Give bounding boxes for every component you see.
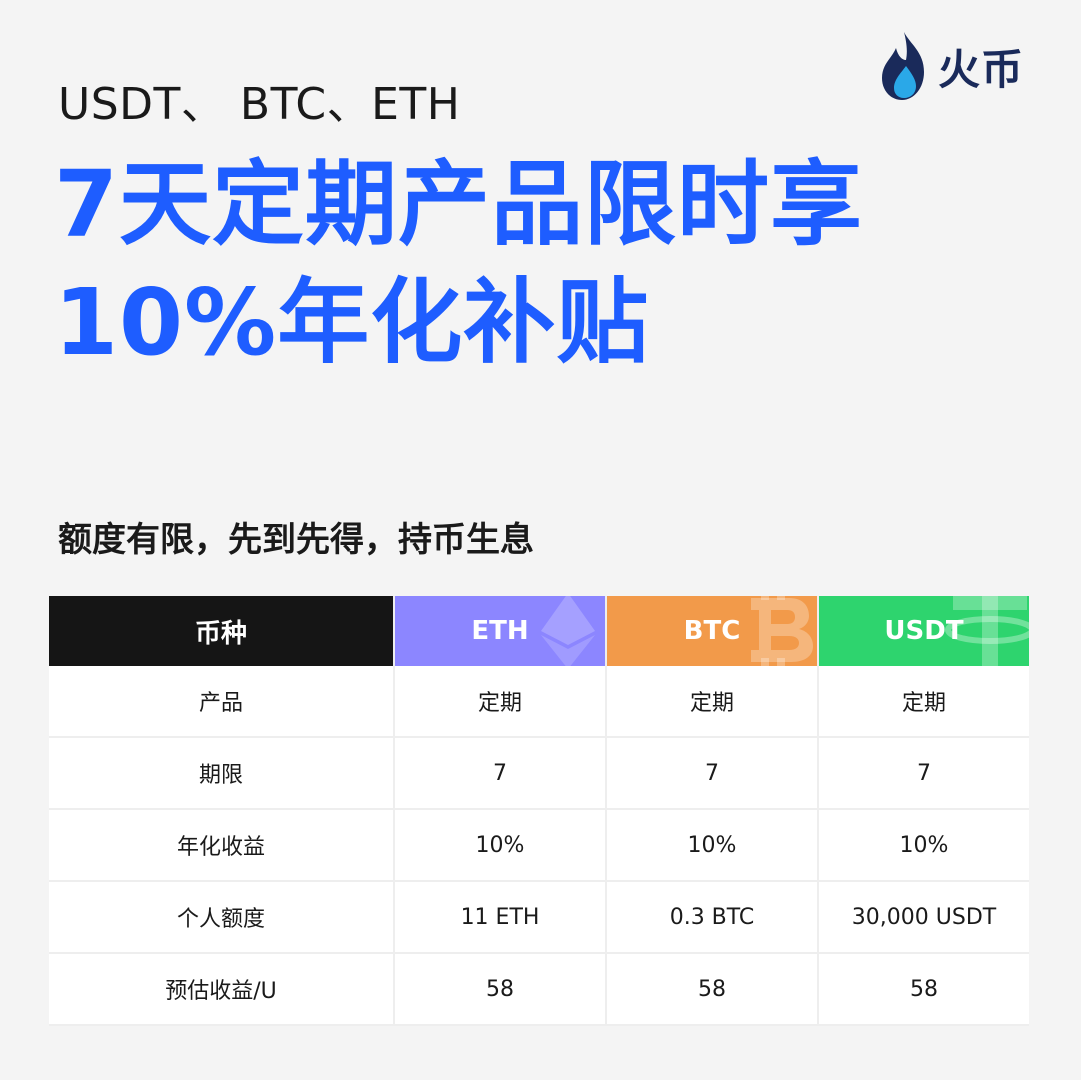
row-label: 期限 (49, 738, 395, 810)
row-label: 个人额度 (49, 882, 395, 954)
header-eth-cell: ETH (395, 596, 607, 666)
table-cell: 10% (395, 810, 607, 882)
table-cell: 7 (395, 738, 607, 810)
table-cell: 7 (819, 738, 1029, 810)
table-cell: 58 (819, 954, 1029, 1026)
table-cell: 58 (607, 954, 819, 1026)
table-row-term: 期限 7 7 7 (49, 738, 1029, 810)
table-row-quota: 个人额度 11 ETH 0.3 BTC 30,000 USDT (49, 882, 1029, 954)
headline-line-2: 10%年化补贴 (54, 269, 650, 376)
table-row-estimated-earnings: 预估收益/U 58 58 58 (49, 954, 1029, 1026)
header-usdt-cell: USDT (819, 596, 1029, 666)
header-btc-cell: BTC (607, 596, 819, 666)
coin-btc-label: BTC (683, 616, 741, 646)
flame-icon (882, 32, 924, 100)
assets-line: USDT、 BTC、ETH (58, 79, 461, 130)
coin-usdt-label: USDT (884, 616, 964, 646)
table-cell: 10% (819, 810, 1029, 882)
eth-watermark-icon (541, 596, 595, 666)
subtitle: 额度有限，先到先得，持币生息 (58, 520, 534, 560)
header-label: 币种 (194, 618, 247, 649)
table-cell: 58 (395, 954, 607, 1026)
usdt-watermark-icon (945, 596, 1029, 666)
brand-name: 火币 (938, 44, 1025, 94)
table-cell: 定期 (395, 666, 607, 738)
table-cell: 0.3 BTC (607, 882, 819, 954)
headline: 7天定期产品限时享 10%年化补贴 (54, 146, 863, 382)
row-label: 预估收益/U (49, 954, 395, 1026)
table-cell: 7 (607, 738, 819, 810)
table-cell: 10% (607, 810, 819, 882)
table-cell: 定期 (819, 666, 1029, 738)
table-header-row: 币种 ETH BTC (49, 596, 1029, 666)
table-cell: 30,000 USDT (819, 882, 1029, 954)
table-cell: 11 ETH (395, 882, 607, 954)
coin-eth-label: ETH (471, 616, 529, 646)
btc-watermark-icon (751, 596, 813, 666)
headline-line-1: 7天定期产品限时享 (54, 151, 864, 258)
table-cell: 定期 (607, 666, 819, 738)
row-label: 产品 (49, 666, 395, 738)
header-label-cell: 币种 (49, 596, 395, 666)
row-label: 年化收益 (49, 810, 395, 882)
huobi-logo: 火币 (880, 30, 1024, 102)
table-row-apy: 年化收益 10% 10% 10% (49, 810, 1029, 882)
table-row-product: 产品 定期 定期 定期 (49, 666, 1029, 738)
products-table: 币种 ETH BTC (49, 596, 1029, 1026)
